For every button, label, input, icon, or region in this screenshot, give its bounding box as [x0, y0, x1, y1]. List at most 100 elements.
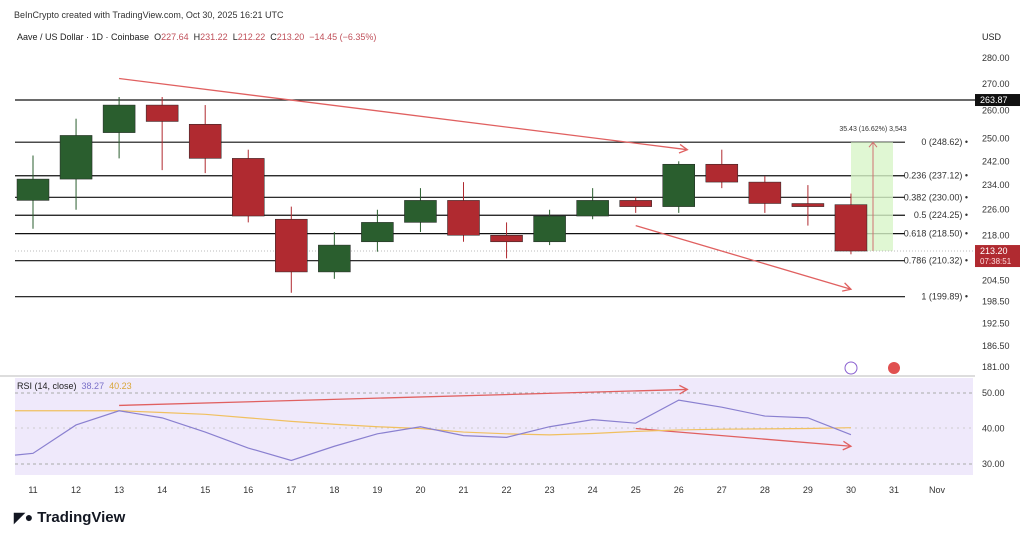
candle-up	[59, 135, 93, 180]
date-tick: 20	[415, 485, 425, 495]
high-value: 231.22	[200, 32, 228, 42]
resistance-label: 263.87	[980, 95, 1008, 105]
high-label: H	[193, 32, 201, 42]
tv-logo-icon: ◤●	[14, 509, 34, 525]
candle-down	[145, 104, 179, 122]
date-tick: 30	[846, 485, 856, 495]
date-tick: 23	[545, 485, 555, 495]
price-tick: 270.00	[982, 79, 1010, 89]
price-tick: 242.00	[982, 156, 1010, 166]
candle-down	[834, 204, 868, 252]
candle-down	[447, 200, 480, 236]
date-tick: 15	[200, 485, 210, 495]
fib-label: 0.382 (230.00) •	[904, 192, 968, 202]
fib-label: 0.236 (237.12) •	[904, 171, 968, 181]
price-tick: 186.50	[982, 341, 1010, 351]
rsi-trend-arrow-head	[679, 384, 689, 395]
date-tick: 17	[286, 485, 296, 495]
rsi-ma-value: 40.23	[109, 381, 132, 391]
candle-up	[662, 163, 695, 207]
price-tick: 234.00	[982, 180, 1010, 190]
price-tick: 260.00	[982, 105, 1010, 115]
candle-up	[102, 104, 136, 133]
logo-text: TradingView	[37, 509, 126, 526]
rsi-tick: 40.00	[982, 424, 1005, 434]
event-icon	[844, 361, 858, 375]
candle-up	[533, 215, 566, 243]
fib-label: 0.786 (210.32) •	[904, 256, 968, 266]
price-trend-arrow	[119, 77, 688, 151]
price-trend-arrow-head	[678, 143, 689, 154]
candle-down	[619, 200, 652, 207]
rsi-line	[14, 399, 852, 462]
date-tick: 18	[329, 485, 339, 495]
rsi-trend-arrow	[119, 388, 688, 407]
price-tick: 280.00	[982, 53, 1010, 63]
position-label: 35.43 (16.62%) 3,543	[839, 126, 906, 133]
rsi-ma-line	[15, 410, 851, 436]
tradingview-logo: ◤● TradingView	[14, 509, 125, 526]
candle-down	[275, 218, 308, 273]
last-price-label: 213.20	[980, 246, 1008, 256]
date-tick: 21	[458, 485, 468, 495]
rsi-legend: RSI (14, close) 38.27 40.23	[17, 381, 132, 391]
currency-label: USD	[982, 32, 1002, 42]
candle-up	[16, 178, 50, 201]
candle-down	[705, 163, 739, 183]
date-tick: 11	[28, 485, 37, 495]
candle-up	[576, 200, 609, 217]
price-trend-arrow-head	[842, 282, 853, 292]
header-credit: BeInCrypto created with TradingView.com,…	[14, 10, 284, 20]
close-value: 213.20	[276, 32, 305, 42]
countdown-label: 07:38:51	[980, 257, 1012, 266]
low-label: L	[232, 32, 238, 42]
date-tick: 24	[588, 485, 598, 495]
position-arrowhead	[868, 141, 878, 148]
date-tick: 27	[717, 485, 727, 495]
price-tick: 218.00	[982, 230, 1010, 240]
fib-label: 0 (248.62) •	[921, 137, 968, 147]
symbol-legend: Aave / US Dollar · 1D · Coinbase O227.64…	[17, 32, 376, 42]
fib-label: 0.618 (218.50) •	[904, 229, 968, 239]
rsi-tick: 50.00	[982, 388, 1005, 398]
rsi-tick: 30.00	[982, 459, 1005, 469]
last-price-badge	[975, 245, 1020, 268]
candle-down	[791, 203, 825, 207]
price-tick: 198.50	[982, 297, 1010, 307]
date-tick: 12	[71, 485, 81, 495]
rsi-label: RSI (14, close)	[17, 381, 77, 391]
candle-up	[404, 200, 437, 223]
date-tick: 29	[803, 485, 813, 495]
symbol-title: Aave / US Dollar · 1D · Coinbase	[17, 32, 150, 42]
date-tick: 28	[760, 485, 770, 495]
candle-down	[748, 181, 782, 204]
date-tick: Nov	[929, 485, 946, 495]
open-label: O	[154, 32, 162, 42]
us-flag-icon	[888, 362, 900, 374]
price-tick: 226.00	[982, 205, 1010, 215]
candle-up	[318, 244, 351, 273]
change-value: −14.45 (−6.35%)	[309, 32, 377, 42]
rsi-background	[15, 378, 973, 475]
fib-label: 1 (199.89) •	[921, 292, 968, 302]
rsi-value: 38.27	[81, 381, 105, 391]
close-label: C	[270, 32, 277, 42]
price-tick: 192.50	[982, 318, 1010, 328]
date-tick: 13	[114, 485, 124, 495]
price-tick: 250.00	[982, 133, 1010, 143]
fib-label: 0.5 (224.25) •	[914, 210, 968, 220]
candle-down	[232, 158, 265, 217]
date-tick: 26	[674, 485, 684, 495]
resistance-badge	[975, 94, 1020, 107]
price-tick: 204.50	[982, 276, 1010, 286]
date-tick: 31	[889, 485, 899, 495]
price-trend-arrow	[635, 224, 852, 290]
date-tick: 16	[243, 485, 253, 495]
date-tick: 19	[372, 485, 382, 495]
date-tick: 25	[631, 485, 641, 495]
candle-down	[188, 123, 222, 159]
date-tick: 22	[502, 485, 512, 495]
low-value: 212.22	[237, 32, 266, 42]
rsi-trend-arrow	[635, 427, 852, 447]
